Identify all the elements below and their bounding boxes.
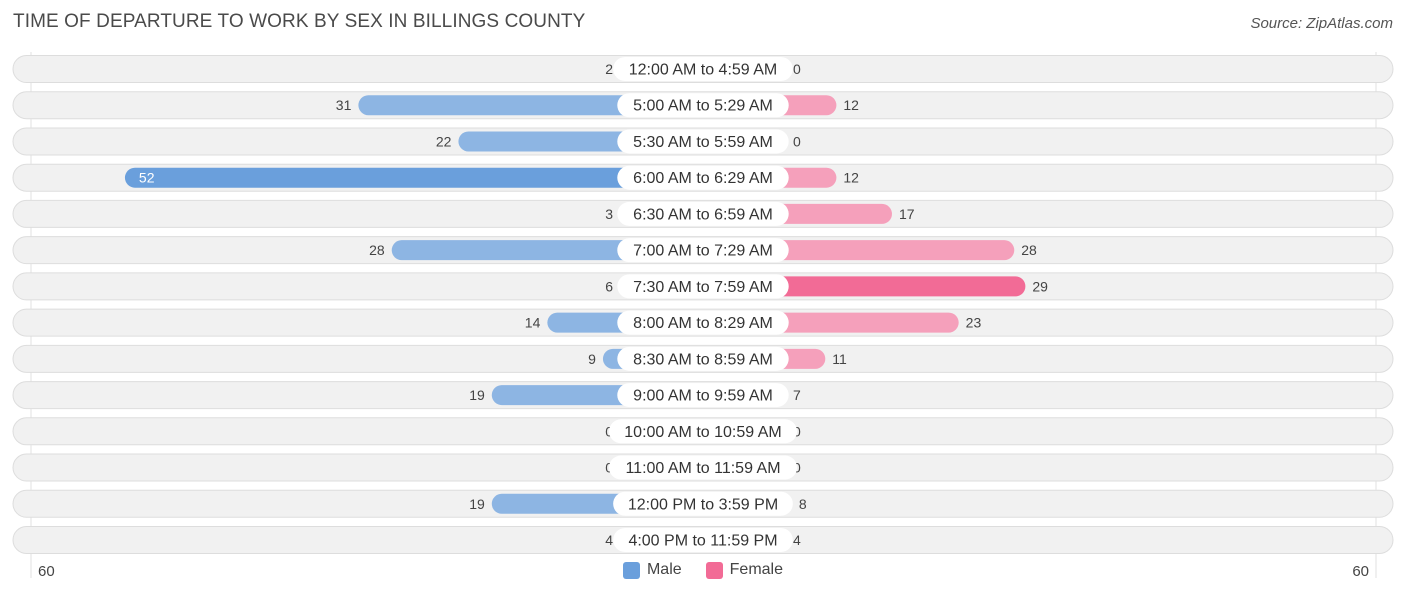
category-label: 8:30 AM to 8:59 AM (633, 351, 773, 368)
female-value-label: 8 (799, 496, 807, 512)
category-label: 9:00 AM to 9:59 AM (633, 388, 773, 405)
male-value-label: 28 (369, 242, 385, 258)
category-pill (617, 310, 789, 335)
male-value-label: 6 (605, 278, 613, 294)
legend-swatch-female (705, 561, 723, 579)
female-value-label: 12 (843, 97, 859, 113)
chart-source: Source: ZipAtlas.com (1250, 15, 1393, 32)
male-value-label: 22 (436, 133, 452, 149)
category-pill (617, 346, 789, 371)
category-pill (617, 383, 789, 408)
legend-item-female[interactable]: Female (705, 561, 784, 579)
category-label: 10:00 AM to 10:59 AM (624, 424, 781, 441)
category-pill (617, 201, 789, 226)
category-label: 6:30 AM to 6:59 AM (633, 206, 773, 223)
female-value-label: 23 (966, 315, 982, 331)
category-label: 6:00 AM to 6:29 AM (633, 170, 773, 187)
category-label: 7:30 AM to 7:59 AM (633, 279, 773, 296)
category-pill (613, 527, 793, 552)
legend-swatch-male (622, 561, 640, 579)
chart-row: 0010:00 AM to 10:59 AM (12, 417, 1394, 446)
female-value-label: 0 (793, 61, 801, 77)
chart-row: 6 29 7:30 AM to 7:59 AM (12, 272, 1394, 301)
category-pill (613, 491, 793, 516)
legend-item-male[interactable]: Male (622, 561, 682, 579)
category-pill (617, 165, 789, 190)
category-pill (617, 238, 789, 263)
male-value-label: 2 (605, 61, 613, 77)
category-label: 11:00 AM to 11:59 AM (625, 460, 780, 477)
category-pill (609, 455, 797, 480)
male-value-label: 9 (588, 351, 596, 367)
male-bar[interactable] (124, 167, 703, 188)
female-value-label: 28 (1021, 242, 1037, 258)
male-bar[interactable] (358, 95, 703, 116)
category-label: 7:00 AM to 7:29 AM (633, 243, 773, 260)
category-pill (617, 93, 789, 118)
category-pill (617, 129, 789, 154)
category-label: 5:30 AM to 5:59 AM (633, 134, 773, 151)
category-label: 8:00 AM to 8:29 AM (633, 315, 773, 332)
female-value-label: 4 (793, 532, 801, 548)
chart-row: 4 4 4:00 PM to 11:59 PM (12, 525, 1394, 554)
chart-title: TIME OF DEPARTURE TO WORK BY SEX IN BILL… (13, 11, 586, 32)
chart-row: 31 12 5:00 AM to 5:29 AM (12, 91, 1394, 120)
chart-row: 22 0 5:30 AM to 5:59 AM (12, 127, 1394, 156)
category-pill (609, 419, 797, 444)
female-value-label: 17 (899, 206, 915, 222)
chart-row: 0011:00 AM to 11:59 AM (12, 453, 1394, 482)
chart-row: 28 28 7:00 AM to 7:29 AM (12, 236, 1394, 265)
chart-row: 52 12 6:00 AM to 6:29 AM (12, 163, 1394, 192)
legend-label-female: Female (729, 561, 784, 578)
male-value-label: 19 (469, 496, 485, 512)
category-label: 5:00 AM to 5:29 AM (633, 98, 773, 115)
male-value-label: 19 (469, 387, 485, 403)
category-pill (613, 57, 793, 81)
axis-max-label: 60 (1352, 563, 1369, 580)
male-value-label: 4 (605, 532, 613, 548)
male-value-label: 52 (139, 170, 155, 186)
category-label: 4:00 PM to 11:59 PM (628, 532, 777, 549)
category-label: 12:00 PM to 3:59 PM (628, 496, 778, 513)
legend-label-male: Male (646, 561, 682, 578)
female-value-label: 7 (793, 387, 801, 403)
male-value-label: 14 (525, 315, 541, 331)
female-value-label: 11 (832, 351, 847, 367)
female-value-label: 12 (843, 170, 859, 186)
axis-min-label: 60 (38, 563, 55, 580)
chart-legend: Male Female (0, 561, 1406, 579)
chart-row: 19 8 12:00 PM to 3:59 PM (12, 489, 1394, 518)
chart-row: 2 0 12:00 AM to 4:59 AM (12, 55, 1394, 83)
male-value-label: 31 (336, 97, 352, 113)
chart-row: 9 11 8:30 AM to 8:59 AM (12, 344, 1394, 373)
chart-row: 19 7 9:00 AM to 9:59 AM (12, 381, 1394, 410)
chart-row: 3 17 6:30 AM to 6:59 AM (12, 199, 1394, 228)
category-label: 12:00 AM to 4:59 AM (629, 62, 778, 79)
male-value-label: 3 (605, 206, 613, 222)
chart-row: 14 23 8:00 AM to 8:29 AM (12, 308, 1394, 337)
female-value-label: 29 (1032, 278, 1048, 294)
female-value-label: 0 (793, 133, 801, 149)
category-pill (617, 274, 789, 299)
